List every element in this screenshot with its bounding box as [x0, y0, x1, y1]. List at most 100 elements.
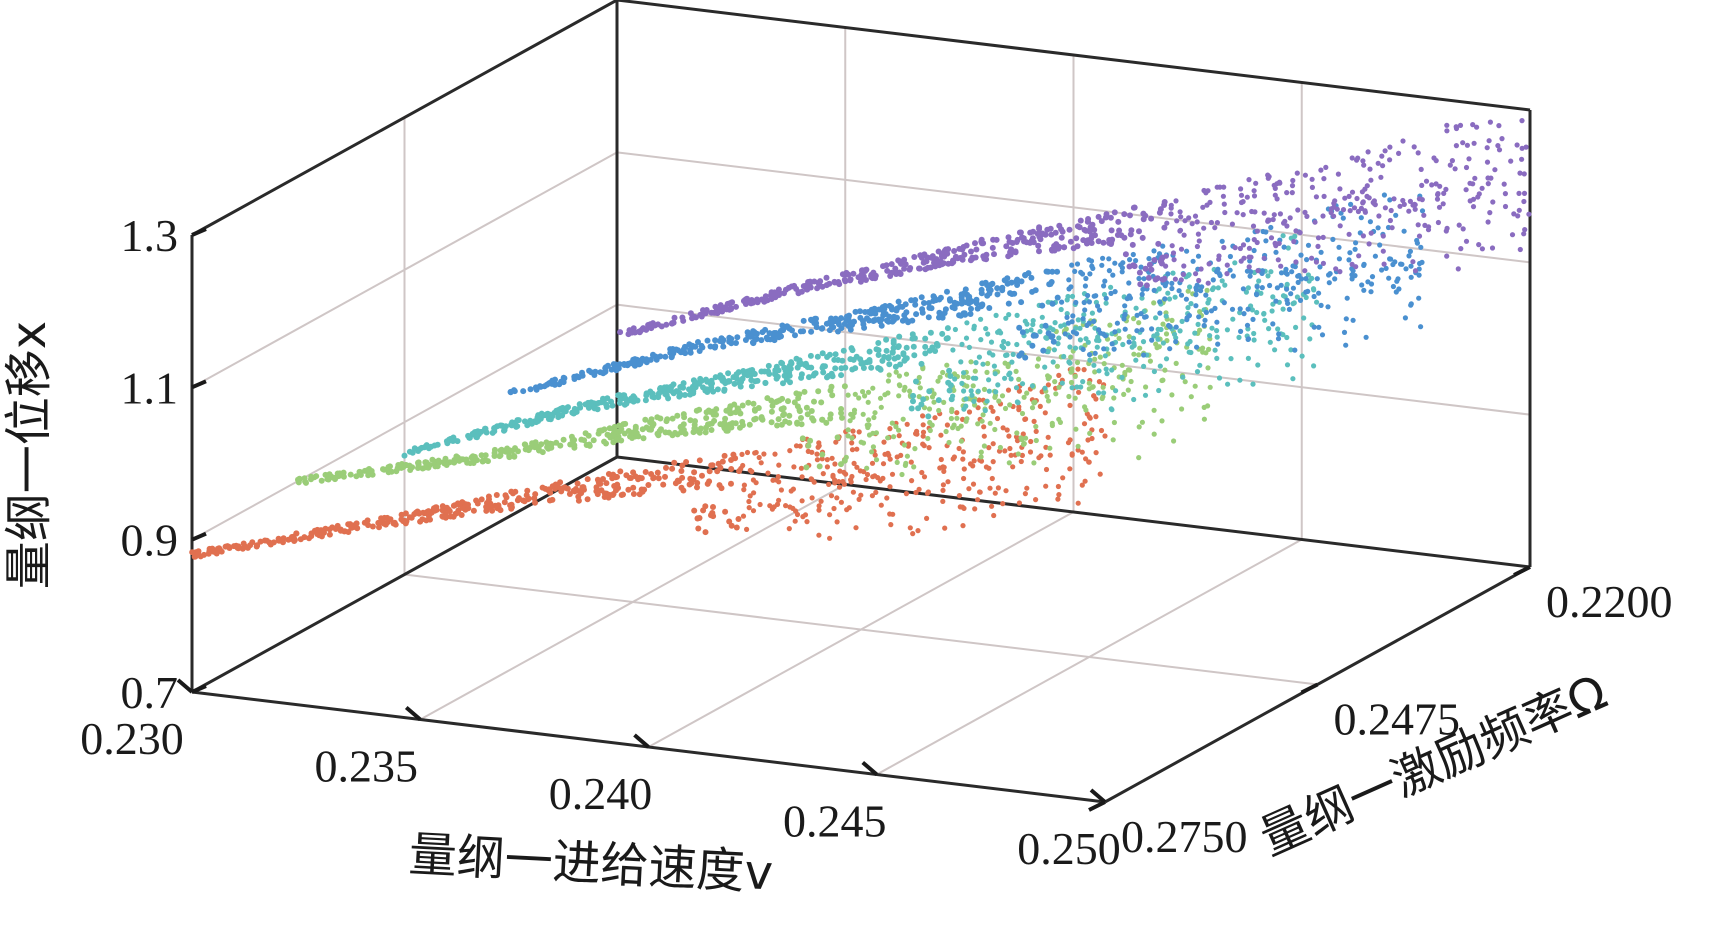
- data-point: [1366, 195, 1372, 201]
- data-point: [1207, 333, 1213, 339]
- data-point: [575, 374, 582, 381]
- data-point: [841, 481, 848, 487]
- data-point: [308, 533, 315, 540]
- data-point: [506, 454, 513, 461]
- data-point: [1119, 269, 1125, 275]
- data-point: [873, 346, 880, 353]
- data-point: [532, 384, 539, 391]
- data-point: [860, 321, 867, 328]
- data-point: [1224, 262, 1230, 268]
- data-point: [1400, 138, 1406, 144]
- data-point: [1184, 315, 1190, 321]
- data-point: [582, 430, 589, 437]
- data-point: [949, 304, 956, 311]
- data-point: [617, 468, 624, 475]
- data-point: [712, 374, 719, 381]
- data-point: [741, 482, 748, 488]
- data-point: [901, 265, 908, 272]
- data-point: [1358, 215, 1364, 221]
- data-point: [1248, 254, 1254, 260]
- z-tick-mark: [191, 531, 207, 542]
- data-point: [833, 439, 839, 445]
- data-point: [1075, 447, 1081, 453]
- data-point: [1214, 220, 1220, 226]
- data-point: [1240, 242, 1247, 248]
- data-point: [1074, 261, 1081, 267]
- data-point: [786, 325, 793, 332]
- data-point: [857, 278, 864, 285]
- data-point: [1111, 395, 1117, 401]
- data-point: [972, 254, 979, 261]
- data-point: [1293, 324, 1299, 330]
- data-point: [824, 464, 831, 470]
- data-point: [1157, 206, 1164, 213]
- data-point: [1003, 243, 1010, 250]
- data-point: [1055, 496, 1061, 502]
- data-point: [829, 455, 835, 461]
- data-point: [1410, 259, 1416, 265]
- data-point: [926, 388, 933, 395]
- data-point: [1173, 339, 1179, 345]
- data-point: [1188, 394, 1194, 400]
- data-point: [1101, 346, 1107, 352]
- data-point: [1521, 198, 1527, 205]
- data-point: [580, 484, 587, 491]
- data-point: [918, 360, 925, 367]
- data-point: [960, 456, 966, 462]
- data-point: [590, 437, 597, 444]
- data-point: [1380, 233, 1386, 239]
- data-point: [687, 346, 694, 353]
- data-point: [957, 504, 963, 510]
- data-point: [1097, 354, 1103, 360]
- data-point: [353, 520, 360, 527]
- data-point: [1054, 268, 1061, 275]
- data-point: [697, 425, 704, 432]
- data-point: [1249, 208, 1255, 215]
- data-point: [708, 377, 715, 384]
- data-point: [804, 519, 810, 525]
- data-point: [1018, 299, 1025, 306]
- data-point: [1272, 240, 1278, 246]
- data-point: [1387, 157, 1393, 163]
- data-point: [324, 476, 331, 483]
- data-point: [975, 388, 981, 394]
- data-point: [1179, 406, 1185, 412]
- data-point: [1136, 424, 1142, 430]
- data-point: [787, 504, 793, 510]
- data-point: [1100, 255, 1106, 261]
- data-point: [678, 468, 685, 474]
- data-point: [1093, 293, 1099, 299]
- data-point: [1055, 245, 1062, 252]
- data-point: [852, 391, 858, 397]
- data-point: [1097, 471, 1103, 477]
- data-point: [808, 328, 815, 335]
- data-point: [942, 246, 949, 253]
- data-point: [955, 425, 961, 432]
- data-point: [805, 284, 812, 291]
- data-point: [877, 366, 884, 373]
- data-point: [1082, 342, 1088, 348]
- data-point: [986, 305, 993, 311]
- data-point: [623, 400, 630, 407]
- data-point: [896, 373, 903, 379]
- data-point: [401, 452, 408, 459]
- data-point: [1297, 297, 1304, 303]
- data-point: [1040, 347, 1047, 354]
- z-tick-label: 1.3: [121, 210, 179, 261]
- data-point: [571, 405, 578, 412]
- data-point: [340, 473, 347, 480]
- data-point: [837, 468, 843, 474]
- data-point: [1074, 359, 1081, 366]
- data-point: [1293, 259, 1299, 265]
- data-point: [1069, 385, 1075, 391]
- data-point: [654, 469, 661, 476]
- data-point: [944, 325, 951, 332]
- data-point: [1492, 167, 1498, 173]
- data-point: [1030, 318, 1036, 324]
- data-point: [819, 283, 826, 290]
- data-point: [882, 451, 888, 457]
- data-point: [1313, 259, 1319, 265]
- data-point: [929, 253, 936, 260]
- data-point: [495, 502, 502, 509]
- data-point: [1344, 295, 1350, 301]
